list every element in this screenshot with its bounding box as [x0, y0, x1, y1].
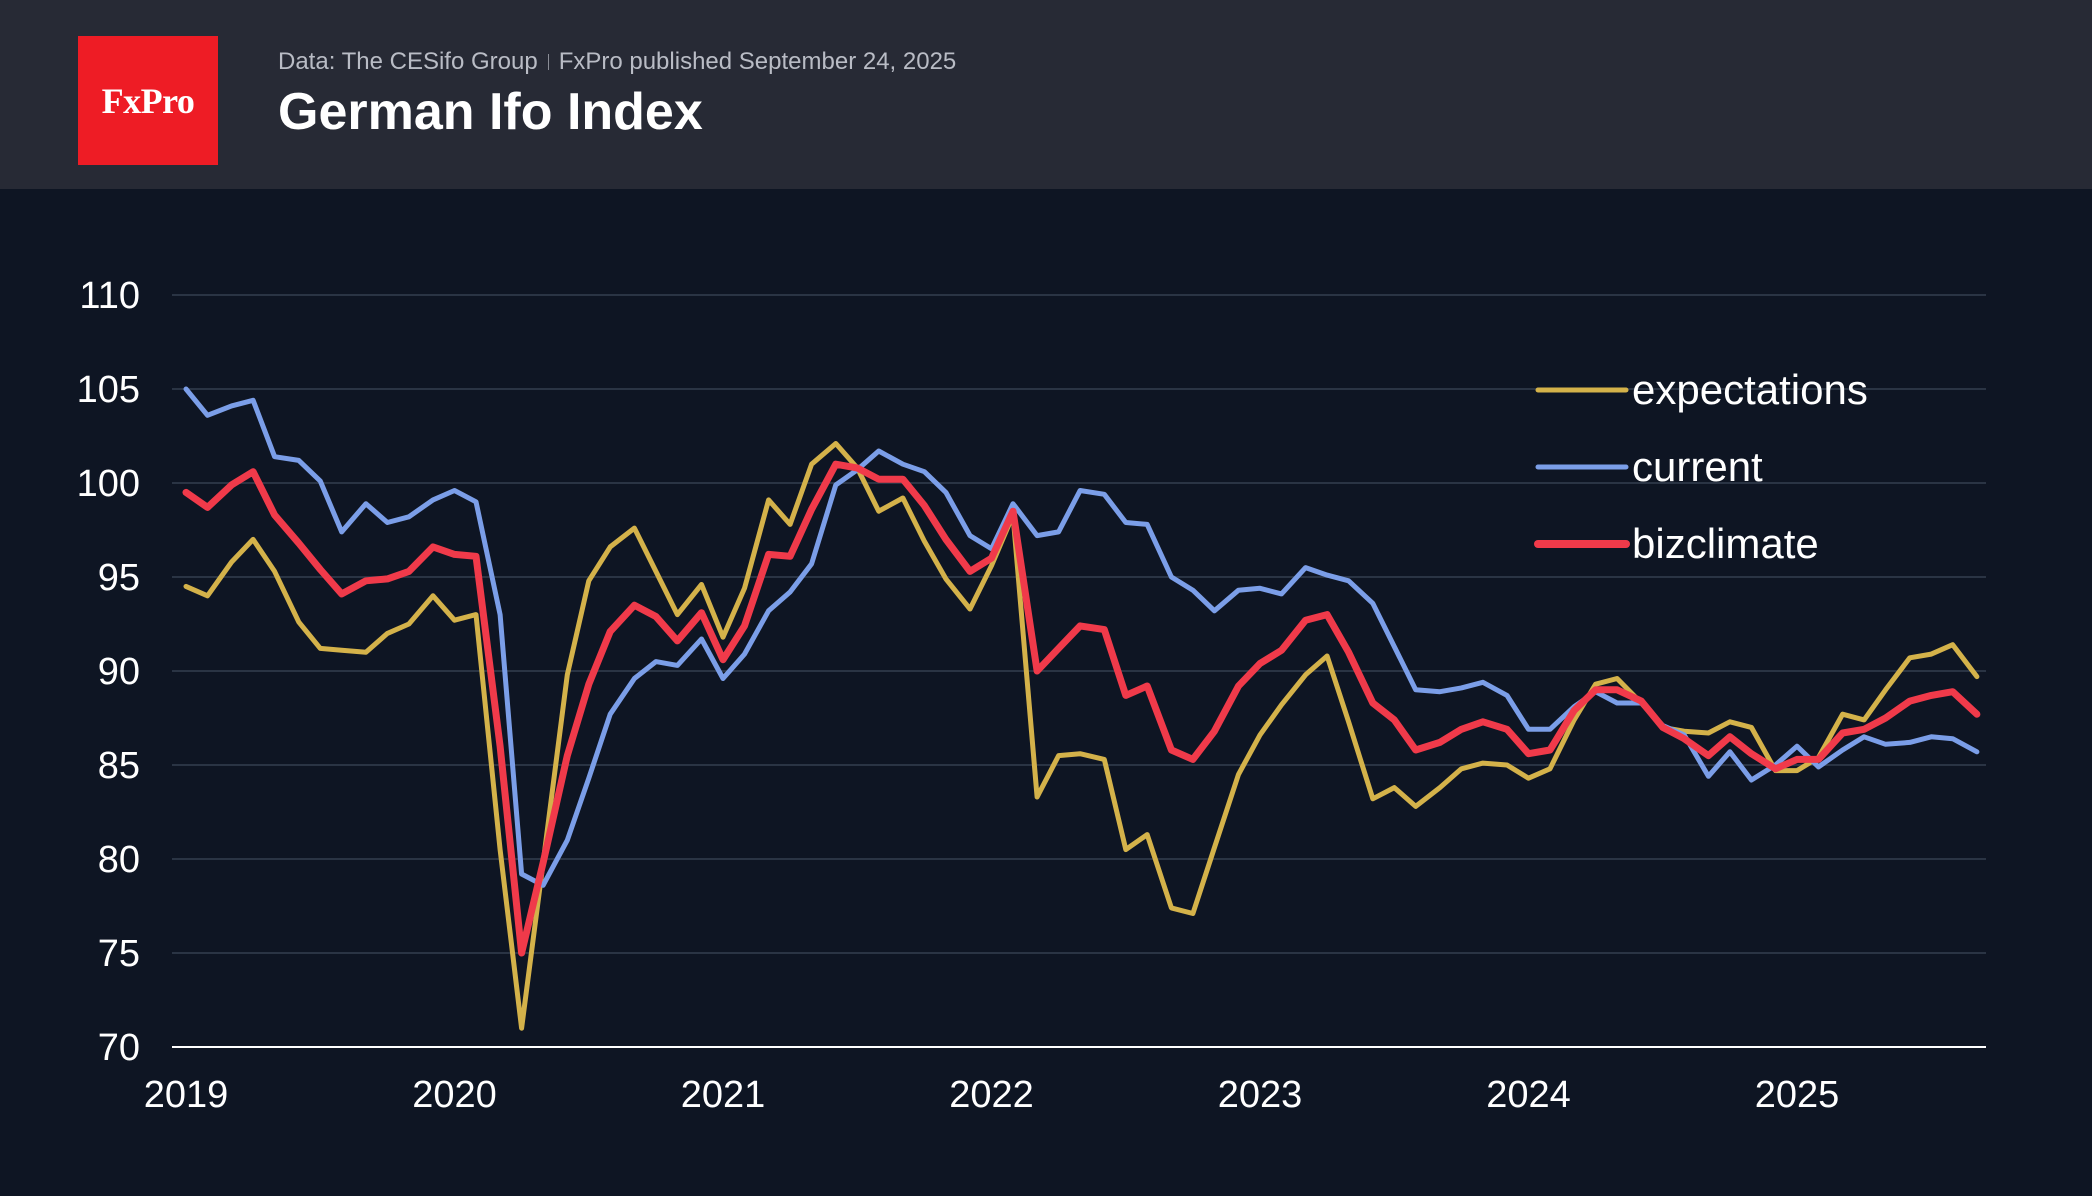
y-tick-label-110: 110	[79, 275, 140, 317]
legend-label-current: current	[1632, 443, 1763, 490]
x-tick-label-2021: 2021	[681, 1074, 766, 1116]
y-axis-ticks: 70 75 80 85 90 95 100 105 110	[77, 275, 140, 1069]
x-axis-ticks: 2019 2020 2021 2022 2023 2024 2025	[144, 1074, 1840, 1116]
y-tick-label-105: 105	[77, 369, 140, 411]
data-source: Data: The CESifo Group	[278, 48, 538, 75]
y-tick-label-70: 70	[98, 1027, 140, 1069]
legend-label-bizclimate: bizclimate	[1632, 520, 1819, 567]
header-bar: FxPro Data: The CESifo Group FxPro publis…	[0, 0, 2092, 189]
x-tick-label-2019: 2019	[144, 1074, 229, 1116]
y-tick-label-100: 100	[77, 463, 140, 505]
y-tick-label-95: 95	[98, 557, 140, 599]
series-line-bizclimate	[182, 460, 1981, 957]
fxpro-logo: FxPro	[78, 36, 218, 165]
legend-label-expectations: expectations	[1632, 366, 1868, 413]
y-tick-label-90: 90	[98, 651, 140, 693]
y-tick-label-75: 75	[98, 933, 140, 975]
separator	[547, 54, 549, 70]
y-tick-label-85: 85	[98, 745, 140, 787]
x-tick-label-2020: 2020	[412, 1074, 497, 1116]
legend: expectations current bizclimate	[1534, 366, 1868, 567]
page-title: German Ifo Index	[278, 83, 703, 141]
x-tick-label-2025: 2025	[1755, 1074, 1840, 1116]
x-tick-label-2024: 2024	[1486, 1074, 1571, 1116]
published-date: FxPro published September 24, 2025	[558, 48, 957, 75]
logo-text: FxPro	[101, 80, 195, 121]
source-line: Data: The CESifo Group FxPro published Se…	[278, 48, 956, 76]
series-group	[182, 386, 1981, 1031]
grid-lines	[172, 294, 1986, 1048]
x-tick-label-2023: 2023	[1218, 1074, 1303, 1116]
x-tick-label-2022: 2022	[949, 1074, 1034, 1116]
y-tick-label-80: 80	[98, 839, 140, 881]
